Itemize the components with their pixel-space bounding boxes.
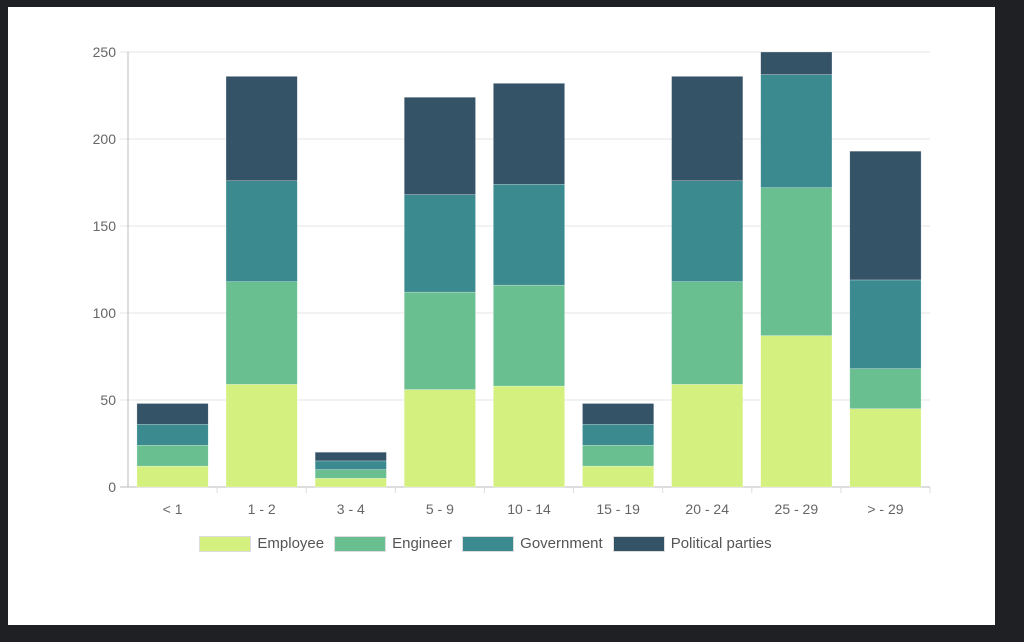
bar-segment-government [849, 279, 922, 369]
y-tick-label: 50 [100, 392, 116, 408]
x-tick-label: 10 - 14 [507, 501, 551, 517]
bar-segment-government [493, 183, 565, 286]
bar-segment-engineer [493, 284, 565, 387]
bar-segment-engineer [403, 291, 476, 390]
legend-label: Engineer [392, 535, 453, 552]
bar-segment-engineer [225, 281, 298, 385]
bar-segment-government [136, 424, 209, 446]
bar-segment-engineer [760, 187, 833, 336]
bar-segment-political-parties [582, 403, 655, 425]
legend-swatch [334, 535, 387, 552]
y-tick-label: 0 [108, 479, 116, 495]
x-tick-label: 25 - 29 [775, 501, 819, 517]
bar-segment-political-parties [671, 76, 744, 182]
bar-segment-engineer [671, 281, 744, 385]
bar-segment-political-parties [225, 76, 298, 182]
legend-item[interactable]: Employee [199, 535, 324, 552]
bar-segment-employee [225, 384, 298, 488]
bar-segment-employee [760, 335, 833, 488]
bar-segment-government [582, 424, 655, 446]
bar-segment-government [314, 460, 387, 470]
legend-swatch [199, 535, 252, 552]
bar-segment-political-parties [314, 451, 387, 462]
bar-segment-employee [671, 384, 744, 488]
x-tick-label: 15 - 19 [596, 501, 640, 517]
bar-segment-government [403, 194, 476, 293]
legend-item[interactable]: Political parties [612, 535, 772, 552]
bar-segment-political-parties [493, 83, 565, 185]
legend-swatch [612, 535, 665, 552]
bar-segment-employee [582, 465, 655, 488]
bar-segment-engineer [849, 368, 922, 409]
bar-segment-engineer [136, 444, 209, 467]
legend-swatch [462, 535, 515, 552]
legend: Employee Engineer Government Political part… [0, 535, 979, 552]
x-tick-label: < 1 [163, 501, 183, 517]
bar-segment-government [225, 180, 298, 282]
legend-label: Political parties [670, 535, 772, 552]
legend-label: Employee [257, 535, 325, 552]
stacked-bar-chart: 0 50 100 150 200 250 < 1 1 - 2 3 - 4 5 - 9 10 - 14… [93, 44, 931, 517]
x-tick-label: 20 - 24 [685, 501, 729, 517]
bar-segment-government [671, 180, 744, 282]
bar-segment-political-parties [849, 150, 922, 281]
x-tick-label: 3 - 4 [337, 501, 365, 517]
bar-segment-employee [493, 385, 565, 488]
y-tick-label: 200 [93, 131, 117, 147]
bar-segment-engineer [582, 444, 655, 467]
bar-segment-engineer [314, 469, 387, 479]
y-tick-label: 250 [93, 44, 117, 60]
x-tick-label: 5 - 9 [426, 501, 454, 517]
y-tick-label: 100 [93, 305, 117, 321]
legend-item[interactable]: Engineer [334, 535, 452, 552]
bar-segment-employee [136, 465, 209, 488]
bar-segment-government [760, 74, 833, 188]
legend-label: Government [520, 535, 603, 552]
bar-segment-employee [403, 389, 476, 488]
bar-segment-political-parties [403, 96, 476, 195]
chart-panel: 0 50 100 150 200 250 < 1 1 - 2 3 - 4 5 - 9 10 - 14… [8, 7, 995, 625]
bar-segment-employee [314, 478, 387, 488]
x-tick-label: > - 29 [867, 501, 903, 517]
y-tick-label: 150 [93, 218, 117, 234]
x-tick-label: 1 - 2 [248, 501, 276, 517]
legend-item[interactable]: Government [462, 535, 603, 552]
bar-segment-political-parties [136, 403, 209, 425]
bar-segment-political-parties [760, 51, 833, 75]
bar-segment-employee [849, 408, 922, 488]
